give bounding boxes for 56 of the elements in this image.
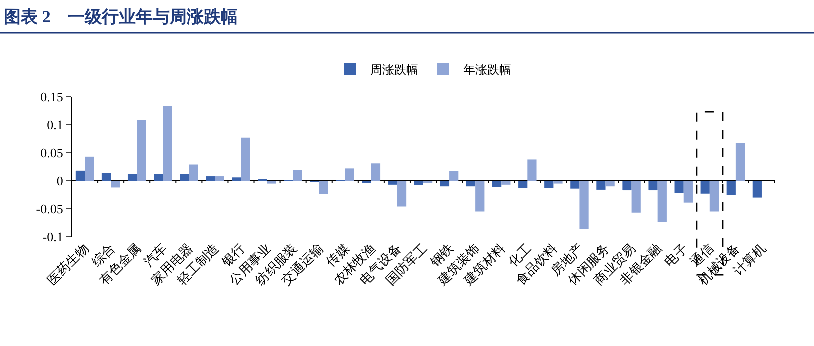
bar [85, 156, 94, 181]
bar [700, 181, 710, 194]
bar [232, 178, 242, 181]
x-tick-label: 电子 [662, 240, 691, 270]
bar [163, 106, 172, 181]
bar [492, 181, 502, 188]
bar [476, 181, 485, 212]
bar [128, 174, 138, 181]
bar [502, 181, 511, 185]
legend-label: 年涨跌幅 [464, 63, 512, 78]
bar [632, 181, 641, 213]
chart-title: 图表 2 一级行业年与周涨跌幅 [4, 7, 238, 26]
bar [684, 181, 693, 203]
bar [528, 160, 537, 181]
bar [554, 181, 563, 184]
bar [570, 181, 580, 189]
bar [293, 170, 302, 181]
bar [371, 164, 381, 181]
legend-label: 周涨跌幅 [370, 63, 418, 78]
bar [111, 181, 120, 188]
bar [215, 176, 224, 181]
bar [658, 181, 667, 222]
y-tick-label: -0.05 [36, 202, 64, 217]
bar [206, 176, 216, 181]
bar [736, 143, 746, 181]
bar [414, 181, 424, 186]
bar [76, 170, 86, 181]
bar [648, 181, 658, 191]
bar [267, 181, 276, 184]
bar [319, 181, 328, 194]
bar [518, 181, 528, 188]
bar [596, 181, 606, 190]
bar [466, 181, 476, 187]
bar [544, 181, 554, 188]
bar [388, 181, 398, 185]
bar [606, 181, 615, 187]
bar [726, 181, 736, 195]
y-tick-label: 0 [56, 174, 64, 189]
bar [580, 181, 589, 230]
y-tick-label: 0.1 [47, 118, 64, 133]
bar [154, 174, 164, 181]
y-tick-label: 0.15 [40, 90, 64, 105]
bar [137, 120, 146, 181]
bar [440, 181, 450, 187]
bar [189, 164, 198, 181]
bar [674, 181, 684, 194]
bar [180, 174, 190, 181]
bar [450, 171, 459, 181]
bar [102, 173, 112, 181]
bar [752, 181, 762, 198]
y-tick-label: 0.05 [40, 146, 64, 161]
bar [345, 168, 354, 181]
bar [397, 181, 407, 207]
bar [241, 138, 250, 181]
bar [622, 181, 632, 191]
bar [710, 181, 720, 212]
